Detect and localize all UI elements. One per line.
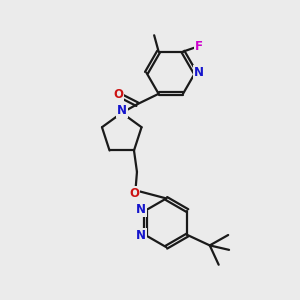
Text: N: N <box>136 229 146 242</box>
Text: N: N <box>194 66 204 79</box>
Text: O: O <box>129 187 139 200</box>
Text: N: N <box>136 202 146 216</box>
Text: O: O <box>113 88 123 101</box>
Text: N: N <box>117 104 127 117</box>
Text: F: F <box>195 40 203 53</box>
